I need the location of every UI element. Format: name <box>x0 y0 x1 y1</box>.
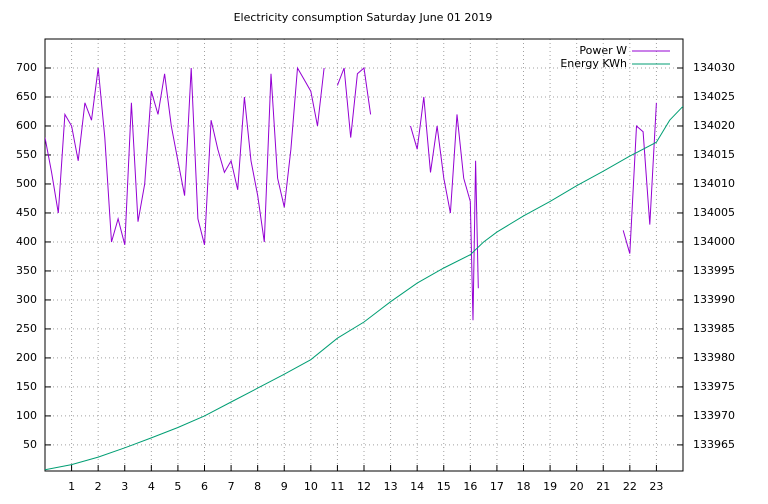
series-line <box>45 66 657 321</box>
y2-tick-label: 134010 <box>693 177 735 190</box>
y2-tick-label: 134005 <box>693 206 735 219</box>
y-tick-label: 650 <box>16 90 37 103</box>
y2-tick-label: 133990 <box>693 293 735 306</box>
y-tick-label: 250 <box>16 322 37 335</box>
chart-title: Electricity consumption Saturday June 01… <box>234 11 493 24</box>
y-tick-label: 450 <box>16 206 37 219</box>
x-tick-label: 3 <box>121 480 128 493</box>
x-tick-label: 16 <box>463 480 477 493</box>
x-tick-label: 9 <box>281 480 288 493</box>
x-tick-label: 12 <box>357 480 371 493</box>
y-tick-label: 200 <box>16 351 37 364</box>
x-tick-label: 7 <box>228 480 235 493</box>
x-tick-label: 21 <box>596 480 610 493</box>
y2-tick-label: 134000 <box>693 235 735 248</box>
legend-label: Power W <box>579 44 627 57</box>
y-tick-label: 300 <box>16 293 37 306</box>
y2-tick-label: 134025 <box>693 90 735 103</box>
y2-tick-label: 133980 <box>693 351 735 364</box>
y2-tick-label: 133995 <box>693 264 735 277</box>
x-tick-label: 8 <box>254 480 261 493</box>
y-tick-label: 150 <box>16 380 37 393</box>
plot-frame <box>44 38 684 472</box>
x-tick-label: 6 <box>201 480 208 493</box>
x-tick-label: 19 <box>543 480 557 493</box>
y-tick-label: 500 <box>16 177 37 190</box>
x-tick-label: 14 <box>410 480 424 493</box>
x-tick-label: 13 <box>384 480 398 493</box>
y-tick-label: 350 <box>16 264 37 277</box>
y2-tick-label: 133985 <box>693 322 735 335</box>
y-tick-label: 600 <box>16 119 37 132</box>
x-tick-label: 17 <box>490 480 504 493</box>
series-line <box>45 105 683 471</box>
legend-label: Energy KWh <box>560 57 627 70</box>
x-tick-label: 18 <box>517 480 531 493</box>
y2-tick-label: 133965 <box>693 438 735 451</box>
y2-tick-label: 133970 <box>693 409 735 422</box>
y-tick-label: 550 <box>16 148 37 161</box>
y2-tick-label: 134020 <box>693 119 735 132</box>
y2-tick-label: 134030 <box>693 61 735 74</box>
x-tick-label: 11 <box>330 480 344 493</box>
y2-tick-label: 133975 <box>693 380 735 393</box>
x-tick-label: 15 <box>437 480 451 493</box>
x-tick-label: 1 <box>68 480 75 493</box>
x-tick-label: 23 <box>649 480 663 493</box>
y-tick-label: 100 <box>16 409 37 422</box>
x-tick-label: 4 <box>148 480 155 493</box>
x-tick-label: 22 <box>623 480 637 493</box>
x-tick-label: 20 <box>570 480 584 493</box>
y-tick-label: 400 <box>16 235 37 248</box>
x-tick-label: 5 <box>174 480 181 493</box>
x-tick-label: 10 <box>304 480 318 493</box>
y2-tick-label: 134015 <box>693 148 735 161</box>
y-tick-label: 50 <box>23 438 37 451</box>
y-tick-label: 700 <box>16 61 37 74</box>
x-tick-label: 2 <box>95 480 102 493</box>
